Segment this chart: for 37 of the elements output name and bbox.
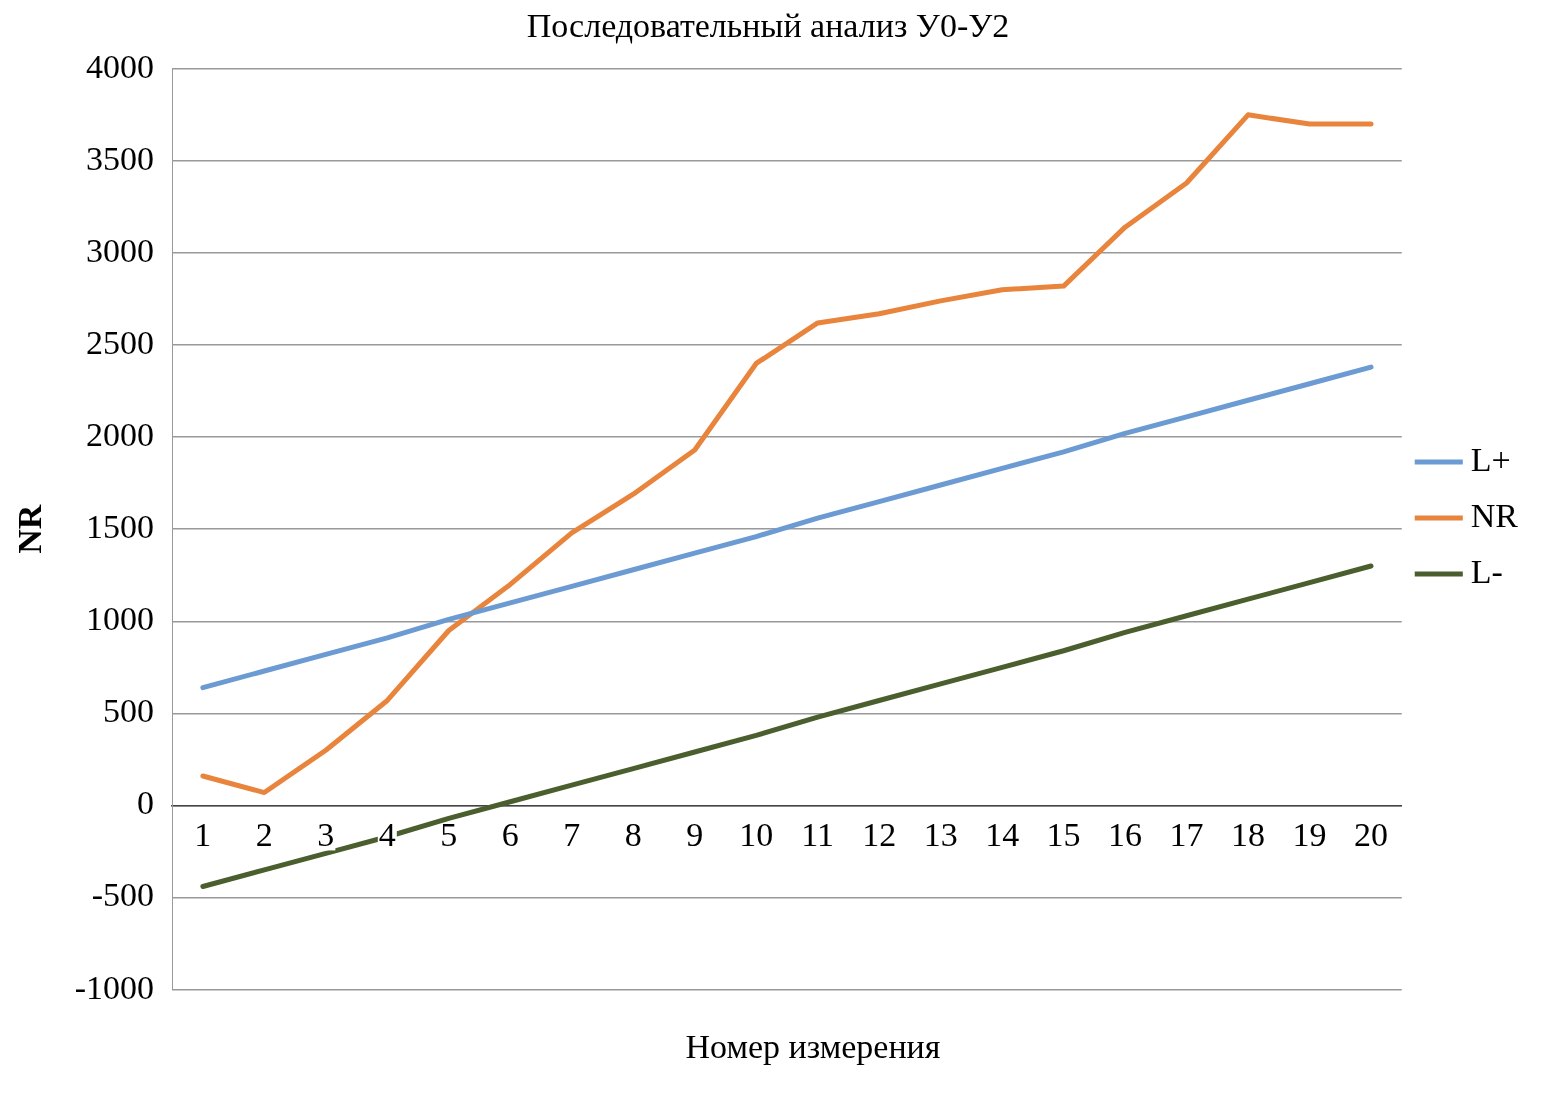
x-tick-label: 4 [378,816,396,854]
x-tick-label: 13 [923,816,958,854]
legend-label: L- [1470,552,1503,590]
y-tick-label: 2000 [86,416,155,454]
y-tick-label: 0 [137,784,155,822]
x-tick-label: 17 [1169,816,1204,854]
x-tick-label: 15 [1046,816,1081,854]
x-tick-label: 20 [1354,816,1389,854]
chart-title: Последовательный анализ У0-У2 [526,7,1010,45]
y-tick-label: 3000 [86,231,155,269]
y-tick-label: 4000 [86,47,155,85]
x-axis-title: Номер измерения [684,1028,942,1066]
legend-label: NR [1470,496,1519,534]
legend-label: L+ [1470,440,1511,478]
x-tick-label: 7 [563,816,581,854]
x-tick-label: 6 [501,816,519,854]
y-tick-label: 1500 [86,508,155,546]
x-tick-label: 3 [317,816,335,854]
y-tick-label: 3500 [86,139,155,177]
y-tick-label: 500 [103,692,155,730]
x-tick-label: 10 [739,816,774,854]
x-tick-label: 8 [624,816,642,854]
x-tick-label: 18 [1231,816,1266,854]
y-axis-title: NR [11,504,49,554]
x-tick-label: 1 [194,816,212,854]
x-tick-label: 16 [1108,816,1143,854]
x-tick-label: 14 [985,816,1020,854]
y-tick-label: 1000 [86,600,155,638]
y-tick-label: -1000 [74,968,155,1006]
y-tick-label: -500 [91,876,155,914]
x-tick-label: 11 [801,816,835,854]
x-tick-label: 9 [686,816,704,854]
x-tick-label: 5 [440,816,458,854]
x-tick-label: 12 [862,816,897,854]
y-tick-label: 2500 [86,323,155,361]
x-tick-label: 19 [1292,816,1327,854]
x-tick-label: 2 [255,816,273,854]
